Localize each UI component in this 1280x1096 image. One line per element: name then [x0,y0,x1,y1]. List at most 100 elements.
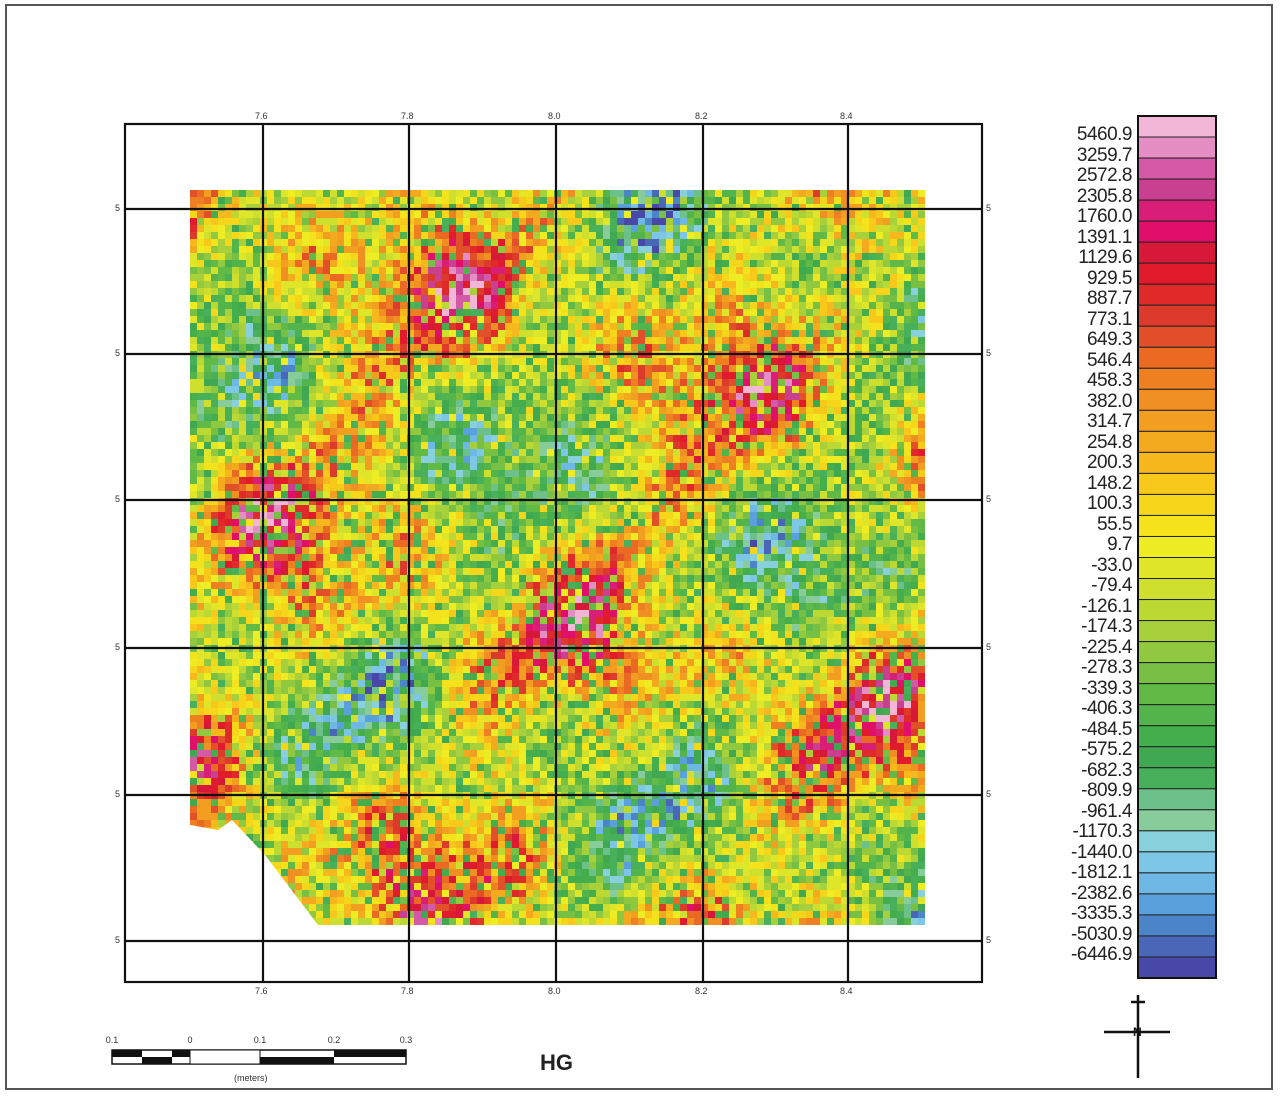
legend-label: 314.7 [1086,411,1133,432]
grid-coordinate-label: 8.0 [548,986,561,996]
legend-swatch [1137,872,1217,895]
scale-tick-label: 0.1 [105,1035,119,1045]
legend-label: -484.5 [1081,718,1132,740]
legend-swatch [1137,304,1217,327]
legend-swatch [1137,346,1217,369]
legend-swatch [1137,325,1217,348]
legend-label: -809.9 [1081,780,1132,801]
legend-swatch [1137,557,1217,580]
grid-coordinate-label: 8.2 [695,111,708,121]
legend-label: -1440.0 [1071,841,1132,863]
legend-swatch [1137,956,1217,979]
legend-label: 9.7 [1107,534,1132,555]
legend-swatch [1137,409,1217,432]
grid-coordinate-label: 5 [115,789,121,799]
legend-label: 649.3 [1086,329,1133,350]
grid-coordinate-label: 8.4 [840,986,853,996]
legend-label: 773.1 [1086,308,1133,330]
legend-swatch [1137,914,1217,937]
legend-swatch [1137,830,1217,853]
legend-label: -2382.6 [1071,882,1132,904]
legend-label: 2305.8 [1076,185,1133,207]
legend-swatch [1137,893,1217,916]
legend-label: 887.7 [1086,288,1133,309]
legend-swatch [1137,367,1217,390]
grid-coordinate-label: 5 [986,642,992,652]
legend-label: -225.4 [1081,636,1132,658]
grid-coordinate-label: 5 [115,203,121,213]
legend-swatch [1137,262,1217,285]
grid-coordinate-label: 5 [986,789,992,799]
legend-swatch [1137,851,1217,874]
grid-coordinate-label: 7.8 [401,986,414,996]
legend-swatch [1137,704,1217,727]
legend-swatch [1137,620,1217,643]
legend-swatch [1137,283,1217,306]
legend-swatch [1137,136,1217,159]
grid-coordinate-label: 5 [986,494,992,504]
legend-label: 929.5 [1086,267,1133,289]
legend-color-bar [1137,115,1217,979]
legend-label: -961.4 [1081,800,1132,822]
legend-label: -5030.9 [1071,923,1132,945]
legend-swatch [1137,157,1217,180]
grid-coordinate-label: 5 [115,494,121,504]
legend-swatch [1137,430,1217,453]
legend-swatch [1137,599,1217,622]
anomaly-raster [190,190,925,925]
scale-tick-label: 0 [187,1035,193,1045]
scale-bar [111,1049,407,1065]
legend-label: 1391.1 [1076,226,1133,248]
legend-label: 1760.0 [1076,206,1133,227]
legend-label: 1129.6 [1078,247,1132,268]
legend-swatch [1137,809,1217,832]
map-title: HG [540,1050,573,1075]
legend-label: -1170.3 [1072,821,1132,842]
grid-coordinate-label: 7.6 [255,111,268,121]
north-arrow-icon [1104,995,1170,1078]
legend-swatch [1137,641,1217,664]
legend-label: 382.0 [1086,390,1133,412]
grid-coordinate-label: 5 [986,203,992,213]
legend-swatch [1137,220,1217,243]
legend-label: -406.3 [1081,698,1132,719]
legend-swatch [1137,535,1217,559]
legend-swatch [1137,578,1217,601]
legend-swatch [1137,767,1217,790]
scale-tick-label: 0.1 [253,1035,267,1045]
grid-coordinate-label: 5 [115,642,121,652]
grid-coordinate-label: 5 [115,935,121,945]
north-label: N [1133,1025,1142,1039]
grid-coordinate-label: 5 [986,348,992,358]
legend-label: -79.4 [1091,575,1132,596]
legend-labels: 5460.9 3259.7 2572.8 2305.8 1760.0 1391.1 1129… [1040,112,1132,978]
scale-tick-label: 0.3 [399,1035,413,1045]
legend-swatch [1137,199,1217,222]
legend-label: 458.3 [1086,370,1133,391]
grid-coordinate-label: 8.2 [695,986,708,996]
grid-coordinate-label: 5 [986,935,992,945]
grid-coordinate-label: 7.6 [255,986,268,996]
coordinate-grid [123,122,984,984]
legend-label: -174.3 [1081,616,1132,637]
legend-swatch [1137,451,1217,474]
legend-swatch [1137,683,1217,706]
grid-coordinate-label: 7.8 [401,111,414,121]
legend-swatch [1137,493,1217,516]
legend-swatch [1137,662,1217,685]
grid-coordinate-label: 8.4 [840,111,853,121]
scale-bar-unit: (meters) [234,1073,268,1083]
legend-label: -1812.1 [1071,862,1132,883]
grid-coordinate-label: 5 [115,348,121,358]
legend-swatch [1137,388,1217,411]
legend-label: -339.3 [1081,677,1132,699]
scale-tick-label: 0.2 [327,1035,341,1045]
legend-label: 100.3 [1086,493,1133,514]
legend-swatch [1137,725,1217,748]
legend-label: 5460.9 [1076,124,1133,145]
legend-swatch [1137,746,1217,769]
legend-label: 200.3 [1086,452,1133,473]
legend-swatch [1137,935,1217,958]
legend-swatch [1137,178,1217,201]
